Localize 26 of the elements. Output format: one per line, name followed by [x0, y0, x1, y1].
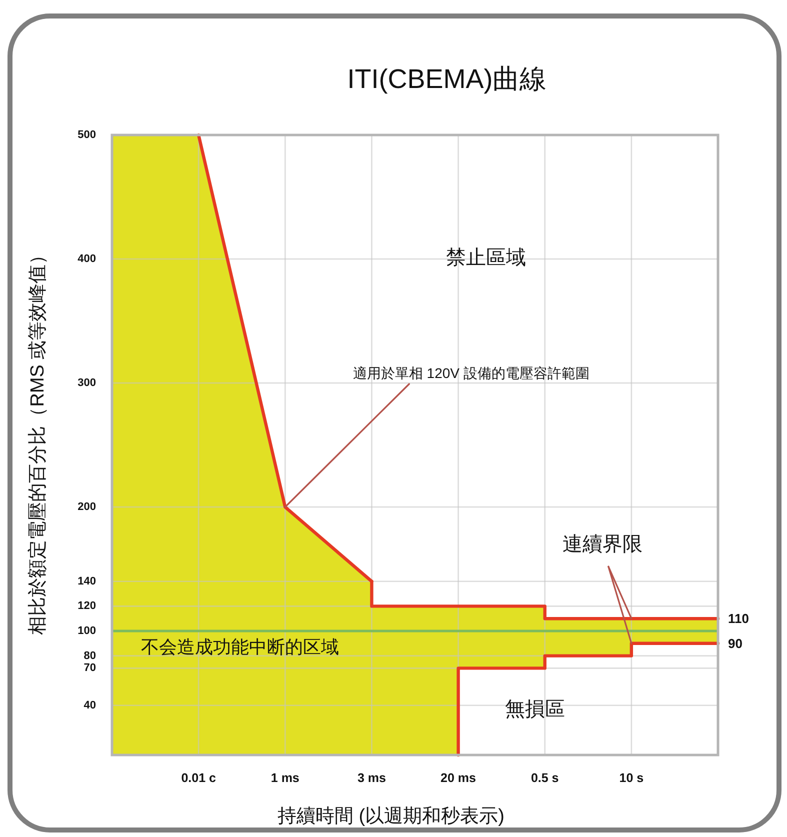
x-tick-label: 3 ms — [357, 771, 386, 785]
y-tick-label: 40 — [84, 699, 96, 712]
annotation: 連續界限 — [562, 534, 642, 556]
x-tick-label: 0.01 c — [181, 771, 216, 785]
y-tick-label: 500 — [78, 129, 96, 141]
y-tick-label: 70 — [84, 662, 96, 674]
x-tick-label: 0.5 s — [530, 771, 559, 785]
x-tick-label: 20 ms — [440, 771, 476, 785]
y-tick-label: 120 — [78, 600, 96, 612]
y-tick-label: 300 — [78, 377, 96, 389]
annotation: 無損區 — [504, 698, 565, 721]
x-tick-label: 1 ms — [270, 771, 300, 785]
annotation: 禁止區域 — [446, 246, 526, 269]
x-tick-label: 10 s — [619, 771, 644, 785]
chart-title: ITI(CBEMA)曲線 — [347, 64, 547, 94]
y-tick-label: 400 — [78, 253, 96, 265]
annotation: 不会造成功能中断的区域 — [140, 637, 339, 658]
x-axis-title: 持續時間 (以週期和秒表示) — [278, 806, 504, 827]
y-tick-label: 140 — [78, 575, 96, 588]
y-tick-label: 200 — [78, 501, 96, 513]
annotation: 適用於單相 120V 設備的電壓容許範圍 — [352, 365, 590, 381]
y-tick-label: 100 — [78, 625, 96, 637]
text: 90 — [728, 636, 742, 651]
text: 110 — [728, 611, 749, 626]
y-axis-title: 相比於額定電壓的百分比（RMS 或等效峰值） — [26, 245, 48, 635]
y-tick-label: 80 — [84, 650, 96, 662]
